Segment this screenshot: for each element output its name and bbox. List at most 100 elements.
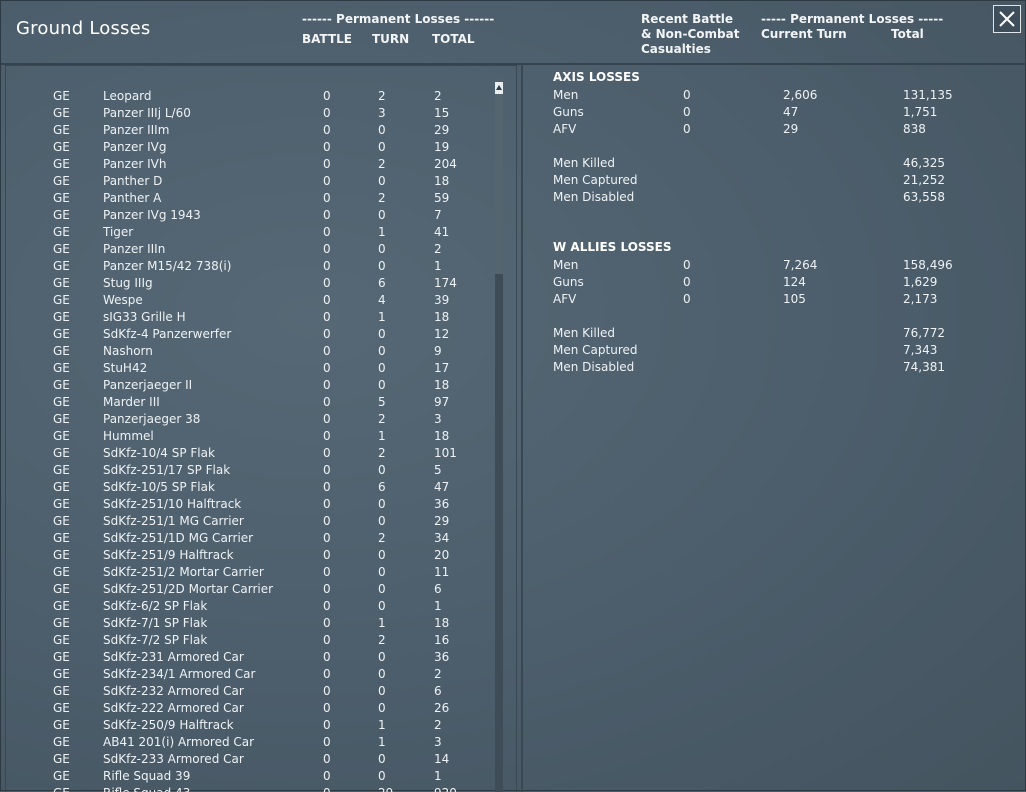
unit-total: 3 (434, 412, 442, 426)
allies-current: 7,264 (783, 258, 818, 272)
unit-nation: GE (53, 140, 70, 154)
table-row[interactable]: GE SdKfz-251/17 SP Flak 0 0 5 (6, 462, 496, 479)
table-row[interactable]: GE Tiger 0 1 41 (6, 224, 496, 241)
table-row[interactable]: GE Panzer IIIm 0 0 29 (6, 122, 496, 139)
unit-turn: 0 (378, 650, 386, 664)
table-row[interactable]: GE Wespe 0 4 39 (6, 292, 496, 309)
allies-casualty-total: 74,381 (903, 360, 945, 374)
unit-turn: 2 (378, 633, 386, 647)
table-row[interactable]: GE Hummel 0 1 18 (6, 428, 496, 445)
table-row[interactable]: GE StuH42 0 0 17 (6, 360, 496, 377)
table-row[interactable]: GE SdKfz-251/1 MG Carrier 0 0 29 (6, 513, 496, 530)
table-row[interactable]: GE SdKfz-7/1 SP Flak 0 1 18 (6, 615, 496, 632)
col-header-turn: TURN (372, 32, 410, 46)
table-row[interactable]: GE Panther D 0 0 18 (6, 173, 496, 190)
perm-losses-header-right: ----- Permanent Losses ----- (761, 12, 944, 26)
table-row[interactable]: GE Panzer IIIj L/60 0 3 15 (6, 105, 496, 122)
recent-header-line2: & Non-Combat (641, 27, 740, 41)
table-row[interactable]: GE Leopard 0 2 2 (6, 88, 496, 105)
unit-nation: GE (53, 276, 70, 290)
table-row[interactable]: GE SdKfz-4 Panzerwerfer 0 0 12 (6, 326, 496, 343)
table-row[interactable]: GE Panzer M15/42 738(i) 0 0 1 (6, 258, 496, 275)
axis-losses-title: AXIS LOSSES (553, 70, 640, 84)
table-row[interactable]: GE Panzerjaeger II 0 0 18 (6, 377, 496, 394)
scroll-thumb[interactable] (495, 94, 503, 274)
unit-turn: 1 (378, 310, 386, 324)
table-row[interactable]: GE SdKfz-222 Armored Car 0 0 26 (6, 700, 496, 717)
table-row[interactable]: GE SdKfz-10/5 SP Flak 0 6 47 (6, 479, 496, 496)
unit-name: Panzer IIIn (103, 242, 166, 256)
table-row[interactable]: GE Stug IIIg 0 6 174 (6, 275, 496, 292)
unit-battle: 0 (323, 718, 331, 732)
unit-battle: 0 (323, 327, 331, 341)
unit-turn: 0 (378, 208, 386, 222)
unit-total: 18 (434, 378, 450, 392)
table-row[interactable]: GE Panther A 0 2 59 (6, 190, 496, 207)
unit-nation: GE (53, 548, 70, 562)
table-row[interactable]: GE SdKfz-251/2 Mortar Carrier 0 0 11 (6, 564, 496, 581)
table-row[interactable]: GE SdKfz-251/10 Halftrack 0 0 36 (6, 496, 496, 513)
unit-turn: 1 (378, 718, 386, 732)
table-row[interactable]: GE SdKfz-232 Armored Car 0 0 6 (6, 683, 496, 700)
allies-recent: 0 (683, 292, 691, 306)
unit-name: SdKfz-6/2 SP Flak (103, 599, 208, 613)
table-row[interactable]: GE Panzer IVg 1943 0 0 7 (6, 207, 496, 224)
unit-total: 920 (434, 785, 457, 792)
unit-turn: 0 (378, 123, 386, 137)
table-row[interactable]: GE Nashorn 0 0 9 (6, 343, 496, 360)
table-row[interactable]: GE SdKfz-7/2 SP Flak 0 2 16 (6, 632, 496, 649)
table-row[interactable]: GE Rifle Squad 43 0 29 920 (6, 785, 496, 792)
table-row[interactable]: GE SdKfz-250/9 Halftrack 0 1 2 (6, 717, 496, 734)
perm-losses-header-left: ------ Permanent Losses ------ (302, 12, 495, 26)
unit-battle: 0 (323, 667, 331, 681)
table-row[interactable]: GE Panzer IIIn 0 0 2 (6, 241, 496, 258)
unit-turn: 1 (378, 735, 386, 749)
table-row[interactable]: GE Panzer IVh 0 2 204 (6, 156, 496, 173)
unit-nation: GE (53, 361, 70, 375)
unit-nation: GE (53, 157, 70, 171)
unit-turn: 0 (378, 140, 386, 154)
unit-turn: 0 (378, 361, 386, 375)
allies-total: 1,629 (903, 275, 938, 289)
table-row[interactable]: GE SdKfz-10/4 SP Flak 0 2 101 (6, 445, 496, 462)
unit-total: 11 (434, 565, 450, 579)
unit-name: SdKfz-251/2D Mortar Carrier (103, 582, 274, 596)
unit-battle: 0 (323, 106, 331, 120)
table-row[interactable]: GE SdKfz-251/2D Mortar Carrier 0 0 6 (6, 581, 496, 598)
table-row[interactable]: GE SdKfz-234/1 Armored Car 0 0 2 (6, 666, 496, 683)
unit-turn: 3 (378, 106, 386, 120)
unit-nation: GE (53, 565, 70, 579)
unit-battle: 0 (323, 157, 331, 171)
allies-casualty-row: Men Disabled 74,381 (553, 359, 1013, 376)
table-row[interactable]: GE SdKfz-6/2 SP Flak 0 0 1 (6, 598, 496, 615)
table-row[interactable]: GE SdKfz-251/9 Halftrack 0 0 20 (6, 547, 496, 564)
table-row[interactable]: GE SdKfz-233 Armored Car 0 0 14 (6, 751, 496, 768)
unit-total: 19 (434, 140, 450, 154)
table-row[interactable]: GE Marder III 0 5 97 (6, 394, 496, 411)
unit-total: 14 (434, 752, 450, 766)
table-row[interactable]: GE SdKfz-231 Armored Car 0 0 36 (6, 649, 496, 666)
unit-losses-list[interactable]: GE Leopard 0 2 2 GE Panzer IIIj L/60 0 3 15 GE Panz… (5, 65, 517, 792)
allies-loss-row: Men 0 7,264 158,496 (553, 257, 1013, 274)
unit-name: Nashorn (103, 344, 153, 358)
scrollbar[interactable] (495, 82, 503, 792)
table-row[interactable]: GE AB41 201(i) Armored Car 0 1 3 (6, 734, 496, 751)
unit-name: SdKfz-251/2 Mortar Carrier (103, 565, 264, 579)
close-button[interactable] (993, 5, 1021, 33)
scroll-up-arrow[interactable] (495, 82, 503, 94)
table-row[interactable]: GE Panzerjaeger 38 0 2 3 (6, 411, 496, 428)
unit-turn: 1 (378, 429, 386, 443)
table-row[interactable]: GE sIG33 Grille H 0 1 18 (6, 309, 496, 326)
table-row[interactable]: GE SdKfz-251/1D MG Carrier 0 2 34 (6, 530, 496, 547)
axis-loss-row: Men 0 2,606 131,135 (553, 87, 1013, 104)
axis-recent: 0 (683, 105, 691, 119)
unit-battle: 0 (323, 531, 331, 545)
table-row[interactable]: GE Rifle Squad 39 0 0 1 (6, 768, 496, 785)
unit-name: SdKfz-251/1D MG Carrier (103, 531, 254, 545)
unit-battle: 0 (323, 344, 331, 358)
table-row[interactable]: GE Panzer IVg 0 0 19 (6, 139, 496, 156)
unit-battle: 0 (323, 378, 331, 392)
unit-total: 6 (434, 684, 442, 698)
unit-battle: 0 (323, 463, 331, 477)
